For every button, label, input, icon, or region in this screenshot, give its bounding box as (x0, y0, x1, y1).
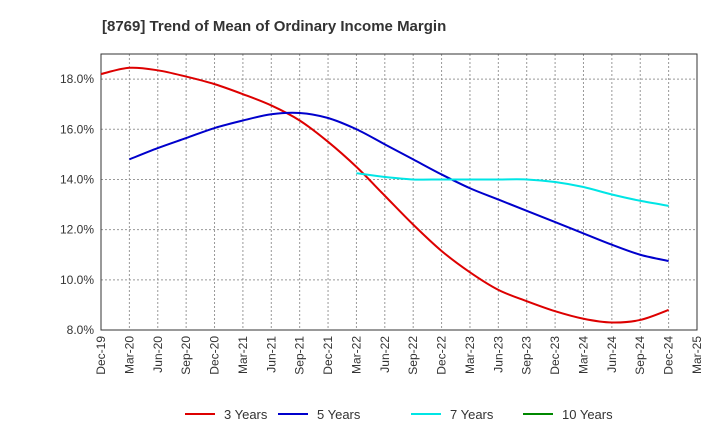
y-tick-label: 8.0% (67, 323, 95, 337)
x-tick-label: Dec-21 (321, 336, 335, 375)
x-tick-label: Dec-19 (94, 336, 108, 375)
series-line-3-years (100, 66, 669, 324)
x-tick-label: Mar-21 (236, 336, 250, 374)
series-layer (100, 66, 669, 324)
x-tick-label: Mar-20 (122, 336, 136, 374)
x-tick-label: Sep-21 (293, 336, 307, 375)
y-tick-label: 10.0% (60, 273, 94, 287)
y-tick-label: 14.0% (60, 172, 94, 186)
x-tick-label: Jun-22 (378, 336, 392, 373)
x-tick-label: Sep-23 (520, 336, 534, 375)
chart-title: [8769] Trend of Mean of Ordinary Income … (102, 18, 446, 35)
x-tick-label: Jun-24 (605, 336, 619, 373)
x-tick-label: Dec-23 (548, 336, 562, 375)
legend-label-10-years: 10 Years (562, 407, 613, 422)
x-axis-ticks: Dec-19 Mar-20 Jun-20 Sep-20 Dec-20 Mar-21 Jun-… (94, 336, 704, 375)
x-tick-label: Dec-22 (435, 336, 449, 375)
x-tick-label: Mar-25 (690, 336, 704, 374)
legend-label-5-years: 5 Years (317, 407, 361, 422)
y-axis-ticks: 8.0% 10.0% 12.0% 14.0% 16.0% 18.0% (60, 72, 94, 337)
x-tick-label: Mar-24 (576, 336, 590, 374)
x-tick-label: Dec-24 (662, 336, 676, 375)
legend-label-3-years: 3 Years (224, 407, 268, 422)
x-tick-label: Jun-20 (151, 336, 165, 373)
x-tick-label: Sep-20 (179, 336, 193, 375)
legend-label-7-years: 7 Years (450, 407, 494, 422)
x-tick-label: Dec-20 (208, 336, 222, 375)
x-tick-label: Mar-22 (349, 336, 363, 374)
grid-layer (100, 54, 698, 331)
legend: 3 Years 5 Years 7 Years 10 Years (185, 407, 613, 422)
y-tick-label: 16.0% (60, 122, 94, 136)
series-line-7-years (356, 172, 669, 207)
series-line-5-years (129, 111, 669, 262)
x-tick-label: Sep-22 (406, 336, 420, 375)
x-tick-label: Mar-23 (463, 336, 477, 374)
x-tick-label: Jun-23 (491, 336, 505, 373)
x-tick-label: Sep-24 (633, 336, 647, 375)
y-tick-label: 18.0% (60, 72, 94, 86)
y-tick-label: 12.0% (60, 223, 94, 237)
x-tick-label: Jun-21 (264, 336, 278, 373)
plot-frame (100, 53, 698, 331)
